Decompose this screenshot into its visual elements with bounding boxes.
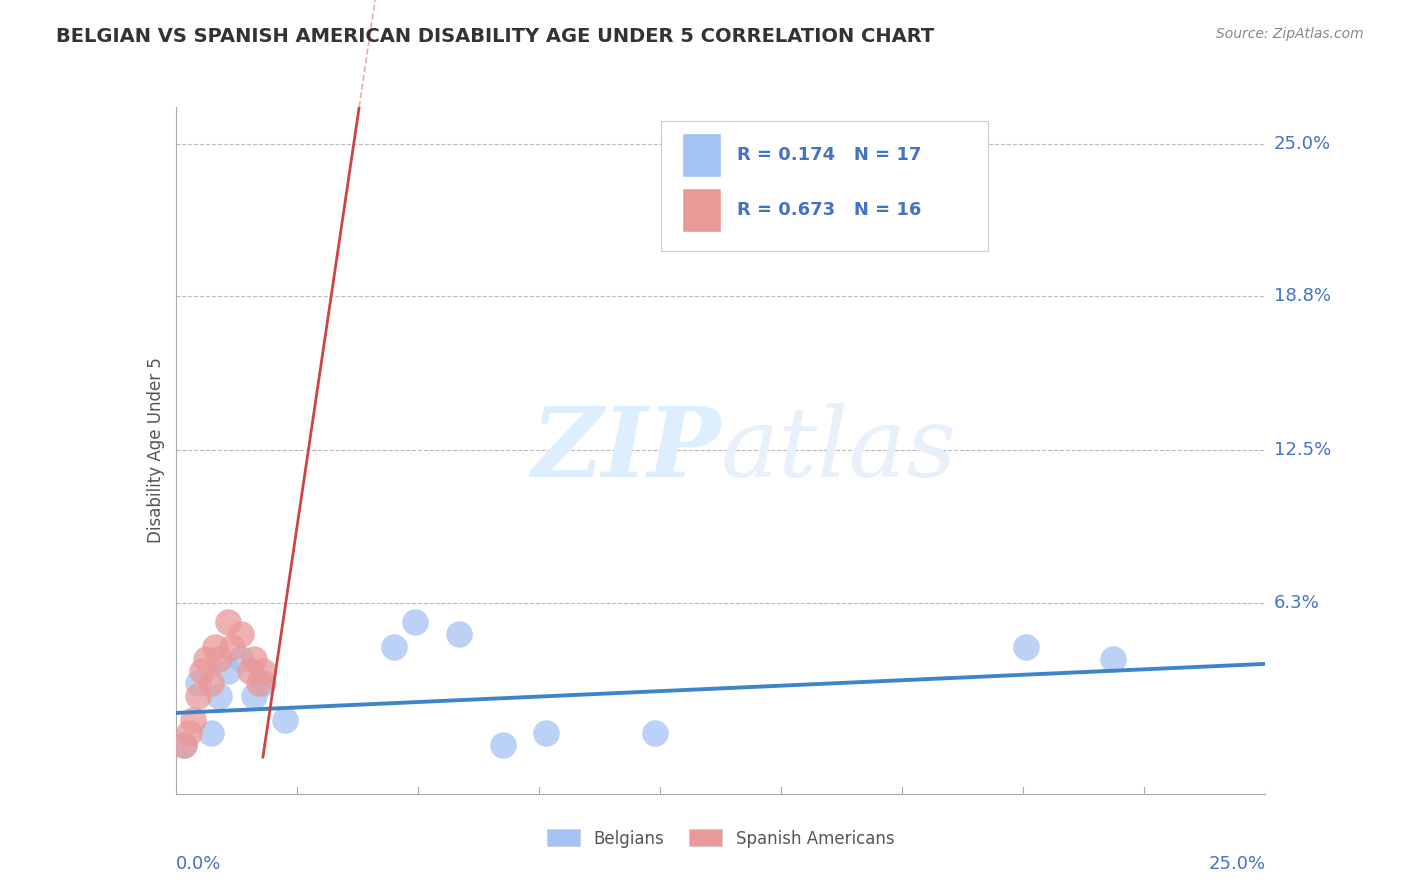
Text: 0.0%: 0.0%	[176, 855, 221, 873]
Point	[204, 640, 226, 654]
Point	[217, 664, 239, 679]
Point	[534, 725, 557, 739]
Text: 12.5%: 12.5%	[1274, 442, 1331, 459]
FancyBboxPatch shape	[661, 120, 987, 252]
Text: 18.8%: 18.8%	[1274, 287, 1331, 305]
Point	[243, 652, 266, 666]
Point	[221, 640, 243, 654]
Point	[252, 676, 274, 690]
Point	[181, 714, 204, 728]
Point	[186, 689, 209, 703]
Point	[382, 640, 405, 654]
Text: Source: ZipAtlas.com: Source: ZipAtlas.com	[1216, 27, 1364, 41]
Text: 25.0%: 25.0%	[1274, 135, 1331, 153]
Point	[274, 714, 297, 728]
Point	[200, 676, 222, 690]
FancyBboxPatch shape	[682, 133, 721, 178]
Text: ZIP: ZIP	[531, 403, 721, 498]
Point	[173, 738, 195, 752]
Legend: Belgians, Spanish Americans: Belgians, Spanish Americans	[540, 822, 901, 855]
Point	[208, 652, 231, 666]
Point	[447, 627, 470, 641]
Point	[247, 676, 270, 690]
Point	[644, 725, 666, 739]
FancyBboxPatch shape	[682, 187, 721, 233]
Point	[186, 676, 209, 690]
Point	[1015, 640, 1038, 654]
Point	[191, 664, 214, 679]
Text: atlas: atlas	[721, 403, 956, 498]
Text: BELGIAN VS SPANISH AMERICAN DISABILITY AGE UNDER 5 CORRELATION CHART: BELGIAN VS SPANISH AMERICAN DISABILITY A…	[56, 27, 935, 45]
Point	[243, 689, 266, 703]
Point	[177, 725, 200, 739]
Point	[231, 627, 253, 641]
Text: R = 0.174   N = 17: R = 0.174 N = 17	[737, 146, 921, 164]
Point	[208, 689, 231, 703]
Point	[405, 615, 427, 630]
Point	[231, 652, 253, 666]
Point	[173, 738, 195, 752]
Text: 6.3%: 6.3%	[1274, 593, 1320, 612]
Text: 25.0%: 25.0%	[1208, 855, 1265, 873]
Point	[200, 725, 222, 739]
Point	[252, 664, 274, 679]
Point	[217, 615, 239, 630]
Point	[195, 652, 218, 666]
Text: R = 0.673   N = 16: R = 0.673 N = 16	[737, 201, 921, 219]
Point	[1102, 652, 1125, 666]
Point	[239, 664, 262, 679]
Point	[492, 738, 515, 752]
Y-axis label: Disability Age Under 5: Disability Age Under 5	[146, 358, 165, 543]
